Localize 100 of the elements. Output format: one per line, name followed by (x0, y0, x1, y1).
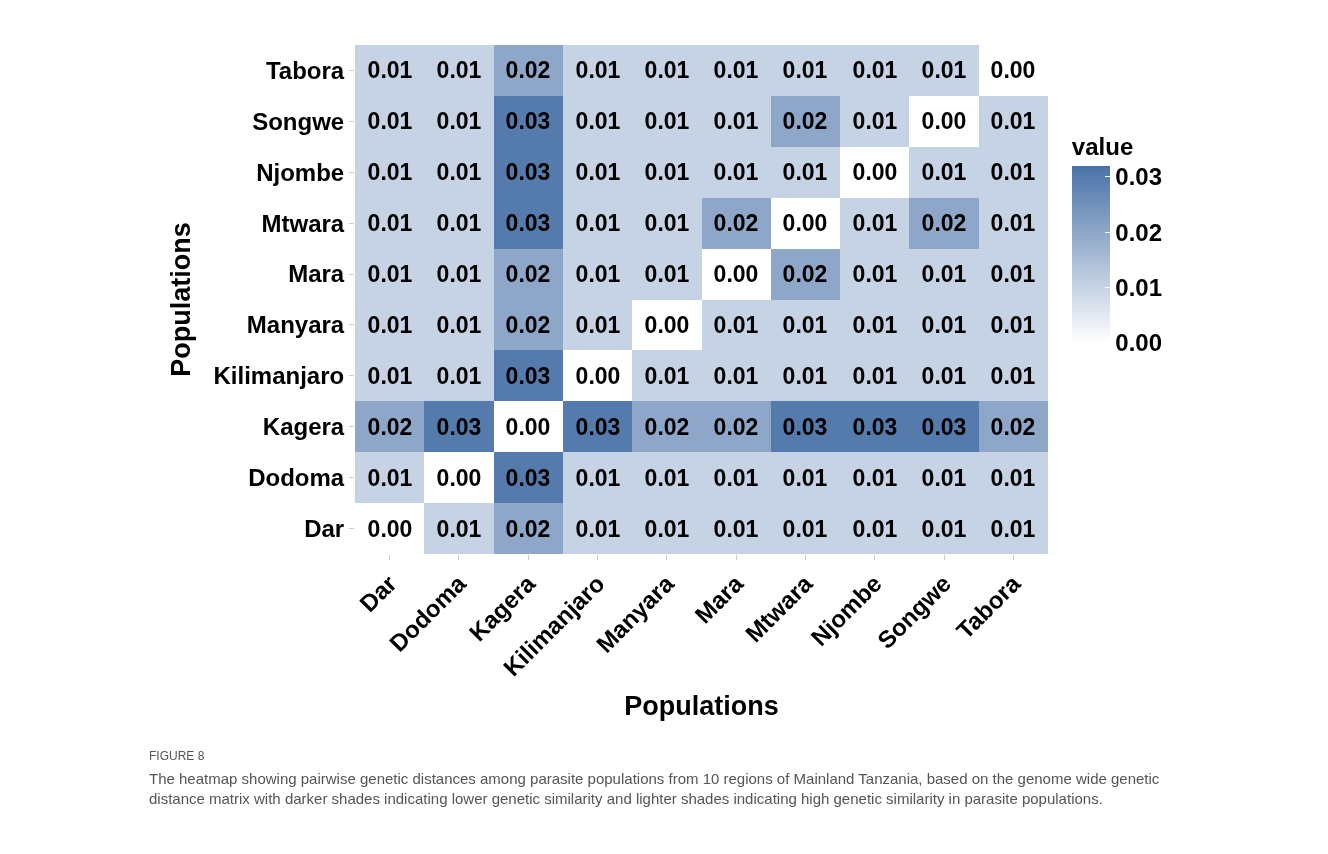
data-label: 0.01 (921, 363, 967, 390)
data-label: 0.01 (575, 108, 621, 135)
data-label: 0.01 (436, 261, 482, 288)
data-label: 0.01 (436, 516, 482, 543)
data-label: 0.03 (852, 414, 898, 441)
data-label: 0.01 (852, 261, 898, 288)
data-label: 0.01 (921, 261, 967, 288)
data-label: 0.01 (852, 465, 898, 492)
data-label: 0.01 (852, 312, 898, 339)
data-label: 0.01 (436, 159, 482, 186)
data-label: 0.01 (782, 159, 828, 186)
data-label: 0.02 (713, 210, 759, 237)
color-bar-label: 0.00 (1115, 329, 1163, 357)
data-label: 0.03 (575, 414, 621, 441)
data-label: 0.01 (921, 465, 967, 492)
data-label: 0.01 (990, 312, 1036, 339)
caption: FIGURE 8 (149, 749, 205, 763)
data-label: 0.02 (644, 414, 690, 441)
y-axis-title: Populations (165, 222, 196, 377)
data-label: 0.01 (644, 516, 690, 543)
data-label: 0.01 (436, 363, 482, 390)
data-label: 0.01 (436, 57, 482, 84)
data-label: 0.01 (575, 57, 621, 84)
data-label: 0.01 (921, 159, 967, 186)
data-label: 0.01 (644, 465, 690, 492)
data-label: 0.01 (713, 465, 759, 492)
data-label: 0.02 (505, 261, 551, 288)
data-label: 0.01 (921, 516, 967, 543)
data-label: 0.01 (852, 108, 898, 135)
data-label: 0.03 (782, 414, 828, 441)
data-label: 0.02 (505, 516, 551, 543)
data-label: 0.00 (990, 57, 1036, 84)
data-label: 0.01 (990, 159, 1036, 186)
data-label: 0.00 (644, 312, 690, 339)
data-label: 0.01 (990, 210, 1036, 237)
color-bar-label: 0.02 (1115, 218, 1163, 246)
data-label: 0.01 (644, 57, 690, 84)
data-label: 0.01 (367, 363, 413, 390)
data-label: 0.01 (990, 516, 1036, 543)
data-label: 0.03 (505, 159, 551, 186)
data-label: 0.01 (644, 108, 690, 135)
y-tick-label: Mara (288, 260, 345, 288)
data-label: 0.01 (575, 465, 621, 492)
data-label: 0.01 (782, 516, 828, 543)
data-label: 0.01 (713, 363, 759, 390)
data-label: 0.01 (713, 57, 759, 84)
data-label: 0.01 (367, 159, 413, 186)
data-label: 0.02 (921, 210, 967, 237)
data-label: 0.01 (713, 312, 759, 339)
data-label: 0.01 (575, 312, 621, 339)
data-label: 0.01 (782, 465, 828, 492)
data-label: 0.01 (713, 159, 759, 186)
data-label: 0.01 (852, 210, 898, 237)
data-label: 0.01 (713, 516, 759, 543)
y-tick-label: Dodoma (248, 464, 345, 492)
data-label: 0.03 (505, 465, 551, 492)
data-label: 0.00 (713, 261, 759, 288)
data-label: 0.00 (782, 210, 828, 237)
data-label: 0.02 (782, 261, 828, 288)
data-label: 0.01 (852, 363, 898, 390)
data-label: 0.00 (921, 108, 967, 135)
data-label: 0.01 (367, 261, 413, 288)
data-label: 0.01 (575, 516, 621, 543)
data-label: 0.01 (644, 210, 690, 237)
data-label: 0.01 (367, 312, 413, 339)
data-label: 0.01 (575, 159, 621, 186)
y-tick-label: Dar (304, 514, 345, 542)
data-label: 0.01 (367, 57, 413, 84)
data-label: 0.02 (713, 414, 759, 441)
y-tick-label: Njombe (256, 158, 345, 186)
data-label: 0.01 (782, 57, 828, 84)
data-label: 0.02 (505, 57, 551, 84)
data-label: 0.00 (852, 159, 898, 186)
data-label: 0.01 (782, 312, 828, 339)
data-label: 0.03 (505, 108, 551, 135)
data-label: 0.01 (644, 159, 690, 186)
data-label: 0.00 (505, 414, 551, 441)
data-label: 0.01 (990, 108, 1036, 135)
color-bar-label: 0.03 (1115, 163, 1163, 191)
data-label: 0.01 (436, 210, 482, 237)
y-tick-label: Kilimanjaro (213, 362, 345, 390)
data-label: 0.02 (505, 312, 551, 339)
x-axis-title: Populations (624, 690, 779, 721)
y-tick-label: Mtwara (261, 209, 345, 237)
data-label: 0.03 (505, 363, 551, 390)
text: The heatmap showing pairwise genetic distances among parasite populations from 10 regions of Mainland Tanzania, based on the genome wide genetic distance matrix with darker shades indicating lower genetic similarity and lighter shades indicating high genetic similarity in parasite populations. (149, 770, 1160, 807)
data-label: 0.01 (644, 363, 690, 390)
data-label: 0.01 (367, 465, 413, 492)
data-label: 0.01 (782, 363, 828, 390)
data-label: 0.01 (367, 210, 413, 237)
data-label: 0.01 (367, 108, 413, 135)
data-label: 0.01 (921, 312, 967, 339)
data-label: 0.01 (990, 363, 1036, 390)
color-bar-label: 0.01 (1115, 274, 1163, 302)
legend-title: value (1071, 132, 1134, 160)
data-label: 0.01 (713, 108, 759, 135)
data-label: 0.01 (575, 210, 621, 237)
data-label: 0.01 (436, 312, 482, 339)
data-label: 0.02 (782, 108, 828, 135)
data-label: 0.01 (921, 57, 967, 84)
